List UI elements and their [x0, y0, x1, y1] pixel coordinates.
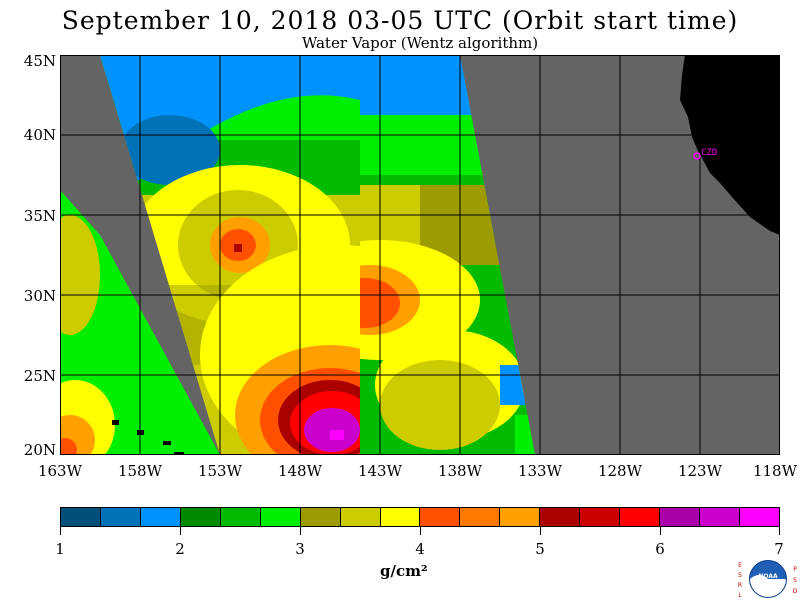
lat-label-45n: 45N — [23, 52, 56, 70]
noaa-logo-icon: NOAA E S R L P S D — [738, 560, 798, 599]
station-label: CZD — [701, 148, 717, 158]
colorbar-segment — [620, 508, 661, 526]
logo-letter: E — [738, 562, 742, 569]
colorbar-tick-label: 4 — [415, 540, 425, 558]
colorbar-tick — [60, 527, 61, 535]
lat-label-40n: 40N — [23, 126, 56, 144]
colorbar-units: g/cm² — [380, 562, 428, 580]
logo-letter: S — [738, 572, 742, 579]
colorbar-tick-label: 3 — [295, 540, 305, 558]
lon-label-153w: 153W — [197, 462, 243, 480]
lat-label-35n: 35N — [23, 207, 56, 225]
map-canvas: CZD — [60, 55, 780, 455]
lon-label-133w: 133W — [517, 462, 563, 480]
north-america-land — [680, 55, 780, 235]
colorbar-segment — [460, 508, 501, 526]
colorbar-segment — [100, 508, 141, 526]
colorbar-tick — [420, 527, 421, 535]
logo-letter: R — [738, 582, 742, 589]
colorbar-segment — [380, 508, 421, 526]
station-marker — [693, 152, 701, 160]
colorbar-segment — [739, 508, 779, 526]
colorbar-tick-label: 1 — [55, 540, 65, 558]
colorbar-segment — [340, 508, 381, 526]
logo-letter: L — [738, 592, 742, 599]
lon-label-118w: 118W — [752, 462, 798, 480]
colorbar-segment — [140, 508, 181, 526]
lon-label-123w: 123W — [677, 462, 723, 480]
logo-letter: D — [793, 588, 798, 595]
colorbar-segment — [420, 508, 461, 526]
colorbar-tick — [540, 527, 541, 535]
lon-label-163w: 163W — [37, 462, 83, 480]
colorbar-tick — [779, 527, 780, 535]
colorbar-tick — [300, 527, 301, 535]
lon-label-128w: 128W — [597, 462, 643, 480]
colorbar-tick-label: 5 — [535, 540, 545, 558]
map-subtitle: Water Vapor (Wentz algorithm) — [301, 34, 539, 52]
colorbar-segment — [220, 508, 261, 526]
lat-label-25n: 25N — [23, 367, 56, 385]
colorbar-segment — [540, 508, 581, 526]
noaa-logo: NOAA E S R L P S D — [735, 557, 800, 600]
colorbar-segment — [61, 508, 101, 526]
map-title: September 10, 2018 03-05 UTC (Orbit star… — [61, 6, 739, 35]
logo-letter: P — [793, 566, 797, 573]
lon-label-138w: 138W — [437, 462, 483, 480]
lat-label-20n: 20N — [23, 441, 56, 459]
water-vapor-map: CZD — [60, 55, 780, 455]
colorbar-tick-label: 7 — [774, 540, 784, 558]
colorbar-segment — [180, 508, 221, 526]
color-scale-bar — [60, 507, 780, 527]
colorbar-segment — [580, 508, 621, 526]
colorbar-tick-label: 6 — [655, 540, 665, 558]
colorbar-tick — [180, 527, 181, 535]
colorbar-segment — [300, 508, 341, 526]
colorbar-segment — [260, 508, 301, 526]
lon-label-143w: 143W — [357, 462, 403, 480]
logo-letter: S — [793, 577, 797, 584]
colorbar-tick-label: 2 — [175, 540, 185, 558]
lat-lon-grid — [60, 55, 780, 455]
lon-label-148w: 148W — [277, 462, 323, 480]
colorbar-tick — [660, 527, 661, 535]
colorbar-segment — [700, 508, 740, 526]
colorbar-segment — [500, 508, 541, 526]
lat-label-30n: 30N — [23, 287, 56, 305]
noaa-logo-text: NOAA — [758, 573, 778, 580]
colorbar-segment — [660, 508, 700, 526]
lon-label-158w: 158W — [117, 462, 163, 480]
